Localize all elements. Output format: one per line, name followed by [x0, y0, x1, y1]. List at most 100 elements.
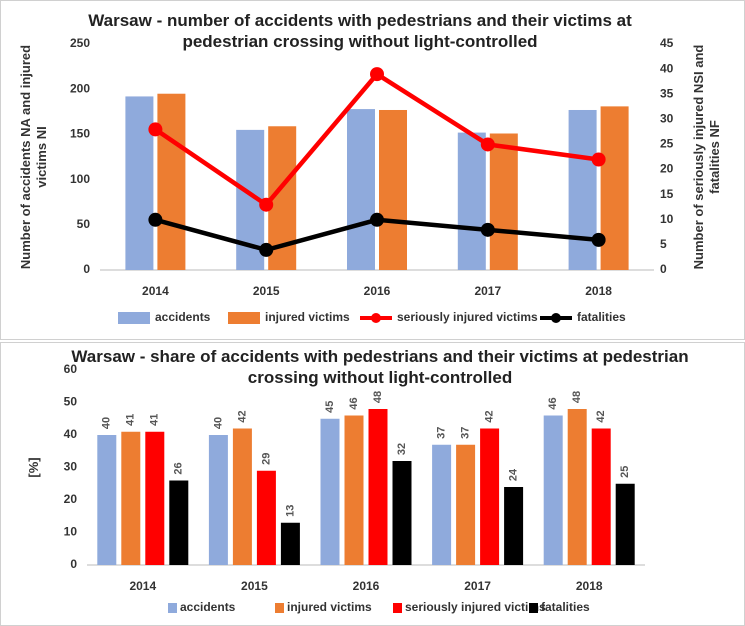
- legend-swatch: [168, 603, 177, 613]
- legend-swatch: [275, 603, 284, 613]
- y-tick-label: 150: [70, 127, 90, 141]
- value-label: 40: [101, 417, 113, 429]
- x-tick-label: 2016: [364, 284, 391, 298]
- bar: [457, 132, 486, 270]
- legend-swatch: [118, 312, 150, 324]
- bar: [208, 435, 228, 565]
- value-label: 37: [460, 427, 472, 439]
- value-label: 13: [284, 505, 296, 517]
- line-point: [148, 122, 163, 137]
- y2-tick-label: 15: [660, 187, 674, 201]
- line-point: [591, 152, 606, 167]
- y-tick-label: 250: [70, 36, 90, 50]
- line-point: [370, 67, 384, 82]
- legend-swatch: [551, 313, 561, 323]
- bar: [157, 93, 186, 270]
- y2-tick-label: 30: [660, 112, 674, 126]
- y2-axis-label: Number of seriously injured NSI andfatal…: [691, 45, 722, 270]
- bar: [121, 431, 141, 565]
- bar: [125, 96, 154, 270]
- line-point: [591, 232, 606, 247]
- value-label: 41: [149, 414, 161, 426]
- value-label: 26: [173, 462, 185, 474]
- bar: [432, 444, 452, 565]
- y-tick-label: 20: [64, 492, 78, 506]
- bar: [97, 435, 117, 565]
- legend-label: fatalities: [541, 600, 590, 614]
- y-tick-label: 50: [64, 395, 78, 409]
- chart-title: Warsaw - number of accidents with pedest…: [88, 11, 632, 51]
- y-tick-label: 30: [64, 460, 78, 474]
- bar: [615, 483, 635, 565]
- y-axis-label: [%]: [26, 457, 41, 477]
- bar: [480, 428, 500, 565]
- value-label: 42: [595, 410, 607, 422]
- value-label: 46: [547, 397, 559, 409]
- legend-swatch: [529, 603, 538, 613]
- legend-swatch: [371, 313, 381, 323]
- bar: [489, 133, 518, 270]
- legend-label: accidents: [155, 310, 211, 324]
- line-point: [480, 137, 495, 152]
- value-label: 24: [508, 468, 520, 481]
- bar: [568, 109, 597, 270]
- y-tick-label: 200: [70, 81, 90, 95]
- bar: [456, 444, 476, 565]
- y2-tick-label: 0: [660, 262, 667, 276]
- y-tick-label: 0: [83, 262, 90, 276]
- y-tick-label: 60: [64, 362, 78, 376]
- bar: [379, 109, 407, 270]
- x-tick-label: 2014: [129, 579, 156, 593]
- y2-tick-label: 25: [660, 137, 674, 151]
- y2-tick-label: 20: [660, 162, 674, 176]
- line: [154, 71, 599, 208]
- y2-tick-label: 40: [660, 61, 674, 75]
- bar: [392, 461, 412, 565]
- bar: [344, 415, 364, 565]
- legend-label: accidents: [180, 600, 236, 614]
- value-label: 41: [125, 414, 137, 426]
- legend-swatch: [393, 603, 402, 613]
- legend-swatch: [228, 312, 260, 324]
- value-label: 45: [324, 401, 336, 413]
- x-tick-label: 2016: [353, 579, 380, 593]
- line-point: [148, 212, 163, 227]
- bar: [145, 431, 165, 565]
- legend-label: injured victims: [287, 600, 372, 614]
- x-tick-label: 2017: [474, 284, 501, 298]
- bar: [368, 409, 388, 565]
- chart-title: Warsaw - share of accidents with pedestr…: [71, 347, 689, 387]
- bar: [600, 106, 629, 270]
- y2-tick-label: 10: [660, 212, 674, 226]
- x-tick-label: 2017: [464, 579, 491, 593]
- value-label: 42: [236, 410, 248, 422]
- y2-tick-label: 45: [660, 36, 674, 50]
- x-tick-label: 2014: [142, 284, 169, 298]
- value-label: 25: [619, 466, 631, 478]
- line-point: [259, 242, 274, 257]
- value-label: 48: [571, 391, 583, 403]
- bar: [256, 470, 276, 565]
- value-label: 46: [348, 397, 360, 409]
- line-point: [259, 197, 274, 212]
- y-tick-label: 100: [70, 172, 90, 186]
- value-label: 37: [436, 427, 448, 439]
- bar: [280, 522, 300, 565]
- y-tick-label: 40: [64, 427, 78, 441]
- y2-tick-label: 35: [660, 86, 674, 100]
- value-label: 42: [484, 410, 496, 422]
- value-label: 32: [396, 443, 408, 455]
- value-label: 29: [260, 453, 272, 465]
- x-tick-label: 2015: [241, 579, 268, 593]
- title-box: Warsaw - share of accidents with pedestr…: [71, 347, 689, 387]
- x-tick-label: 2015: [253, 284, 280, 298]
- y2-tick-label: 5: [660, 237, 667, 251]
- legend-label: seriously injured victims: [397, 310, 538, 324]
- y-tick-label: 0: [70, 557, 77, 571]
- y-axis-label: Number of accidents NA and injuredvictim…: [18, 45, 49, 269]
- value-label: 48: [372, 391, 384, 403]
- bar: [543, 415, 563, 565]
- legend-label: fatalities: [577, 310, 626, 324]
- bar: [591, 428, 611, 565]
